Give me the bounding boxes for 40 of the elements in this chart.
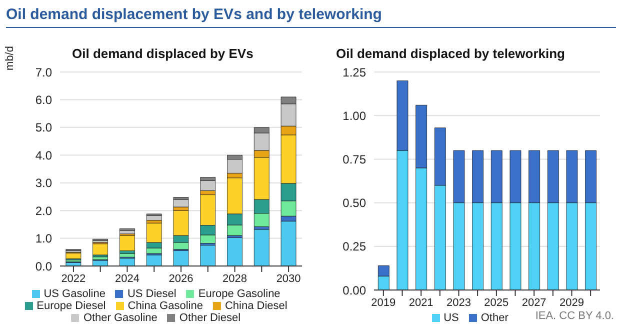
x-tick-label: 2024	[114, 272, 140, 285]
y-tick-label: 1.0	[35, 232, 52, 246]
y-tick-label: 0.50	[342, 196, 366, 210]
y-tick-label: 0.0	[35, 259, 52, 274]
x-tick-label: 2023	[446, 296, 471, 309]
chart-title: Oil demand displaced by EVs	[72, 46, 254, 61]
legend-label: China Gasoline	[128, 300, 203, 312]
y-tick-label: 4.0	[35, 148, 52, 162]
y-tick-label: 0.25	[342, 240, 366, 254]
y-tick-label: 5.0	[35, 120, 52, 135]
y-tick-label: 0.00	[342, 283, 366, 298]
legend-label: Europe Diesel	[36, 300, 106, 312]
legend-label: Other Gasoline	[83, 312, 158, 324]
x-tick-label: 2022	[61, 272, 86, 285]
legend-label: China Diesel	[224, 300, 288, 312]
x-tick-label: 2025	[484, 296, 509, 309]
y-tick-label: 2.0	[35, 204, 52, 218]
y-tick-label: 3.0	[35, 176, 52, 190]
y-tick-label: 6.0	[35, 92, 52, 107]
legend-label: Other Diesel	[179, 312, 241, 324]
legend-label: Europe Gasoline	[198, 288, 280, 300]
x-tick-label: 2027	[522, 296, 546, 309]
y-tick-label: 7.0	[35, 65, 52, 80]
x-tick-label: 2030	[276, 272, 301, 285]
x-tick-label: 2028	[222, 272, 248, 285]
legend-label: Other	[480, 312, 508, 324]
x-tick-label: 2029	[560, 296, 584, 309]
legend-label: US Gasoline	[44, 288, 106, 300]
text: IEA. CC BY 4.0.	[535, 310, 614, 322]
x-tick-label: 2026	[168, 272, 194, 285]
legend-label: US	[444, 312, 459, 324]
chart-title: Oil demand displaced by teleworking	[336, 46, 565, 61]
x-tick-label: 2021	[408, 296, 434, 309]
legend-label: US Diesel	[127, 288, 176, 300]
y-tick-label: 0.75	[342, 152, 366, 166]
x-tick-label: 2019	[371, 296, 396, 309]
y-tick-label: 1.25	[342, 65, 366, 80]
y-axis-title: mb/d	[4, 46, 16, 70]
text: Oil demand displacement by EVs and by teleworking	[6, 6, 616, 28]
y-tick-label: 1.00	[342, 108, 366, 123]
